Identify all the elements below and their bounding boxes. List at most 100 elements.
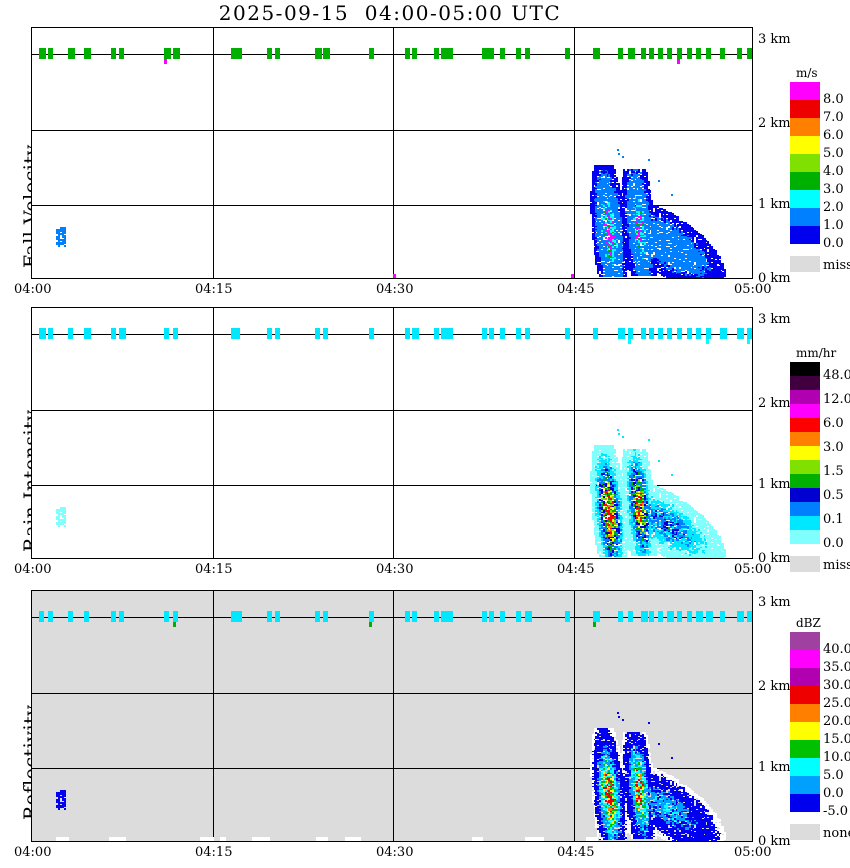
data-pixel — [629, 247, 631, 249]
data-pixel — [659, 233, 661, 235]
data-pixel — [597, 247, 599, 249]
data-pixel — [618, 463, 620, 465]
data-pixel — [597, 167, 599, 169]
data-pixel — [612, 177, 614, 179]
data-pixel — [633, 202, 635, 204]
data-pixel — [625, 194, 627, 196]
data-pixel — [633, 252, 635, 254]
data-pixel — [173, 48, 180, 59]
panel-rain-intensity[interactable] — [31, 307, 753, 559]
panel-fall-velocity[interactable] — [31, 27, 753, 279]
data-pixel — [642, 180, 644, 182]
data-pixel — [625, 193, 627, 195]
data-pixel — [642, 231, 644, 233]
data-pixel — [642, 271, 644, 273]
data-pixel — [620, 219, 622, 221]
data-pixel — [705, 249, 707, 251]
data-pixel — [601, 269, 603, 271]
data-pixel — [625, 218, 627, 220]
data-pixel — [610, 265, 612, 267]
data-pixel — [592, 228, 594, 230]
data-pixel — [599, 275, 601, 277]
data-pixel — [631, 241, 633, 243]
data-pixel — [646, 250, 648, 252]
data-pixel — [640, 202, 642, 204]
data-pixel — [618, 252, 620, 254]
data-pixel — [720, 328, 727, 339]
data-pixel — [664, 243, 666, 245]
data-pixel — [655, 237, 657, 239]
data-pixel — [631, 224, 633, 226]
data-pixel — [612, 218, 614, 220]
data-pixel — [605, 187, 607, 189]
data-pixel — [599, 230, 601, 232]
data-pixel — [489, 48, 494, 59]
data-pixel — [655, 209, 657, 211]
data-pixel — [651, 222, 653, 224]
data-pixel — [592, 213, 594, 215]
data-pixel — [642, 181, 644, 183]
data-pixel — [646, 180, 648, 182]
data-pixel — [603, 240, 605, 242]
data-pixel — [595, 225, 597, 227]
data-pixel — [666, 274, 668, 276]
data-pixel — [612, 260, 614, 262]
data-pixel — [612, 255, 614, 257]
data-pixel — [642, 199, 644, 201]
data-pixel — [592, 197, 594, 199]
data-pixel — [646, 215, 648, 217]
data-pixel — [620, 225, 622, 227]
data-pixel — [610, 196, 612, 198]
data-pixel — [590, 197, 592, 199]
data-pixel — [717, 278, 719, 279]
data-pixel — [629, 169, 631, 171]
data-pixel — [599, 247, 601, 249]
data-pixel — [603, 256, 605, 258]
data-pixel — [640, 193, 642, 195]
data-pixel — [612, 234, 614, 236]
data-pixel — [640, 268, 642, 270]
gridline-vertical — [574, 28, 575, 278]
data-pixel — [592, 209, 594, 211]
data-pixel — [68, 48, 75, 59]
data-pixel — [608, 187, 610, 189]
data-pixel — [651, 225, 653, 227]
data-pixel — [612, 189, 614, 191]
data-pixel — [592, 172, 594, 174]
data-pixel — [616, 218, 618, 220]
data-pixel — [623, 257, 625, 259]
data-pixel — [700, 278, 702, 279]
data-pixel — [625, 222, 627, 224]
data-pixel — [657, 249, 659, 251]
data-pixel — [441, 48, 448, 59]
data-pixel — [592, 235, 594, 237]
data-pixel — [614, 216, 616, 218]
data-pixel — [661, 272, 663, 274]
data-pixel — [612, 257, 614, 259]
data-pixel — [646, 247, 648, 249]
data-pixel — [702, 278, 704, 279]
data-pixel — [627, 212, 629, 214]
data-pixel — [653, 212, 655, 214]
data-pixel — [646, 234, 648, 236]
data-pixel — [661, 260, 663, 262]
data-pixel — [612, 265, 614, 267]
data-pixel — [659, 241, 661, 243]
data-pixel — [618, 274, 620, 276]
data-pixel — [642, 265, 644, 267]
data-pixel — [610, 197, 612, 199]
ylabel-p1-1km: 1 km — [758, 197, 791, 212]
data-pixel — [657, 271, 659, 273]
data-pixel — [651, 238, 653, 240]
data-pixel — [616, 206, 618, 208]
data-pixel — [657, 216, 659, 218]
data-pixel — [642, 225, 644, 227]
data-pixel — [516, 48, 521, 59]
data-pixel — [599, 200, 601, 202]
data-pixel — [608, 190, 610, 192]
data-pixel — [599, 252, 601, 254]
data-pixel — [595, 259, 597, 261]
data-pixel — [646, 230, 648, 232]
data-pixel — [599, 227, 601, 229]
data-pixel — [638, 259, 640, 261]
